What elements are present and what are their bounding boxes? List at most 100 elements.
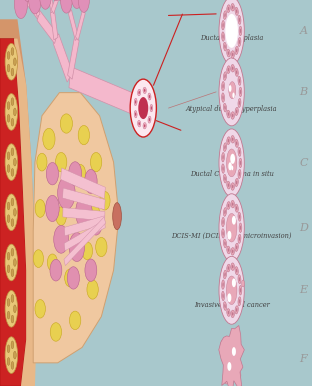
Ellipse shape	[231, 247, 234, 255]
Ellipse shape	[239, 286, 242, 295]
Ellipse shape	[90, 213, 102, 235]
Ellipse shape	[239, 87, 242, 96]
Ellipse shape	[232, 347, 236, 356]
Ellipse shape	[11, 219, 14, 227]
Ellipse shape	[236, 110, 237, 113]
Ellipse shape	[89, 203, 100, 221]
Ellipse shape	[238, 37, 241, 46]
Ellipse shape	[7, 102, 10, 110]
Ellipse shape	[148, 93, 151, 100]
Ellipse shape	[236, 70, 237, 74]
Ellipse shape	[7, 114, 10, 122]
Ellipse shape	[239, 26, 242, 36]
Ellipse shape	[60, 114, 72, 133]
Text: B: B	[299, 87, 307, 97]
Polygon shape	[68, 10, 78, 41]
Text: E: E	[299, 285, 307, 295]
Ellipse shape	[222, 20, 224, 30]
Circle shape	[78, 0, 90, 12]
Text: Ductal Carcinoma in situ: Ductal Carcinoma in situ	[190, 169, 274, 178]
Ellipse shape	[232, 66, 233, 70]
Ellipse shape	[231, 135, 234, 143]
Polygon shape	[61, 168, 105, 199]
Ellipse shape	[236, 141, 237, 145]
Ellipse shape	[239, 158, 242, 168]
Ellipse shape	[223, 270, 227, 279]
Ellipse shape	[47, 254, 57, 271]
Ellipse shape	[236, 181, 237, 185]
Polygon shape	[0, 19, 37, 386]
Ellipse shape	[227, 110, 230, 118]
Ellipse shape	[239, 79, 240, 83]
Ellipse shape	[78, 125, 90, 145]
Polygon shape	[64, 220, 105, 251]
Ellipse shape	[11, 98, 14, 105]
Ellipse shape	[231, 64, 234, 72]
Circle shape	[56, 0, 67, 1]
Ellipse shape	[223, 103, 227, 112]
Ellipse shape	[54, 225, 69, 253]
Ellipse shape	[228, 266, 229, 270]
Ellipse shape	[240, 90, 241, 94]
Ellipse shape	[13, 208, 16, 216]
Text: F: F	[300, 354, 307, 364]
Ellipse shape	[5, 144, 18, 181]
Ellipse shape	[7, 299, 10, 306]
Ellipse shape	[13, 158, 16, 166]
Ellipse shape	[151, 106, 152, 110]
Ellipse shape	[7, 152, 10, 160]
Ellipse shape	[238, 15, 241, 24]
Ellipse shape	[232, 137, 233, 141]
Ellipse shape	[238, 212, 241, 221]
Polygon shape	[51, 0, 61, 14]
Ellipse shape	[232, 202, 233, 206]
Polygon shape	[37, 10, 57, 44]
Ellipse shape	[228, 248, 229, 252]
Ellipse shape	[231, 51, 234, 58]
Ellipse shape	[90, 152, 102, 172]
Ellipse shape	[222, 283, 224, 287]
Circle shape	[225, 14, 238, 48]
Circle shape	[219, 0, 244, 65]
Ellipse shape	[82, 242, 93, 260]
Circle shape	[219, 194, 244, 262]
Polygon shape	[0, 39, 26, 386]
Circle shape	[130, 79, 156, 137]
Ellipse shape	[239, 299, 240, 303]
Ellipse shape	[11, 341, 14, 349]
Ellipse shape	[227, 66, 230, 73]
Ellipse shape	[50, 259, 62, 281]
Ellipse shape	[228, 139, 229, 142]
Polygon shape	[63, 208, 105, 221]
Ellipse shape	[33, 250, 43, 267]
Ellipse shape	[149, 118, 150, 121]
Text: D: D	[299, 223, 308, 233]
Ellipse shape	[227, 246, 230, 254]
Ellipse shape	[235, 46, 238, 54]
Ellipse shape	[222, 152, 224, 162]
Ellipse shape	[228, 204, 229, 207]
Ellipse shape	[239, 101, 240, 105]
Ellipse shape	[231, 263, 234, 271]
Ellipse shape	[228, 162, 232, 170]
Ellipse shape	[11, 198, 14, 206]
Ellipse shape	[139, 122, 140, 125]
Polygon shape	[33, 0, 40, 17]
Circle shape	[50, 0, 61, 1]
Ellipse shape	[222, 155, 224, 159]
Ellipse shape	[223, 208, 227, 216]
Ellipse shape	[224, 74, 226, 78]
Ellipse shape	[240, 29, 241, 33]
Ellipse shape	[144, 89, 145, 92]
Ellipse shape	[235, 204, 238, 212]
Ellipse shape	[222, 34, 224, 39]
Ellipse shape	[224, 210, 226, 214]
Ellipse shape	[227, 309, 230, 317]
Ellipse shape	[222, 291, 224, 301]
Ellipse shape	[231, 3, 234, 11]
Polygon shape	[33, 93, 119, 363]
Ellipse shape	[5, 337, 18, 374]
Ellipse shape	[5, 194, 18, 230]
Ellipse shape	[150, 104, 153, 112]
Ellipse shape	[43, 128, 55, 150]
